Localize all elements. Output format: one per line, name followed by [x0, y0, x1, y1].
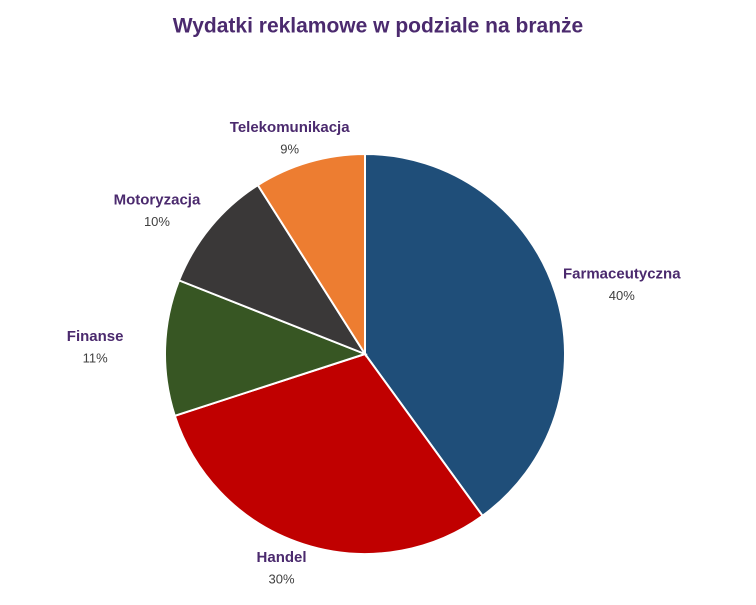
pie-slice	[164, 279, 368, 418]
slice-category-label: Finanse	[67, 328, 124, 345]
pie-slice	[177, 183, 368, 357]
pie-slice	[364, 152, 566, 518]
pie-slice	[173, 352, 484, 555]
slice-value-label: 10%	[144, 214, 170, 229]
slice-category-label: Telekomunikacja	[230, 119, 350, 136]
slice-value-label: 11%	[83, 350, 108, 365]
slice-value-label: 40%	[609, 288, 635, 303]
pie-slice	[256, 152, 366, 358]
slice-value-label: 9%	[280, 141, 299, 156]
slice-category-label: Motoryzacja	[114, 192, 201, 209]
slice-category-label: Farmaceutyczna	[563, 265, 681, 282]
slice-value-label: 30%	[269, 571, 295, 586]
slice-category-label: Handel	[257, 549, 307, 566]
chart-title: Wydatki reklamowe w podziale na branże	[173, 15, 583, 38]
